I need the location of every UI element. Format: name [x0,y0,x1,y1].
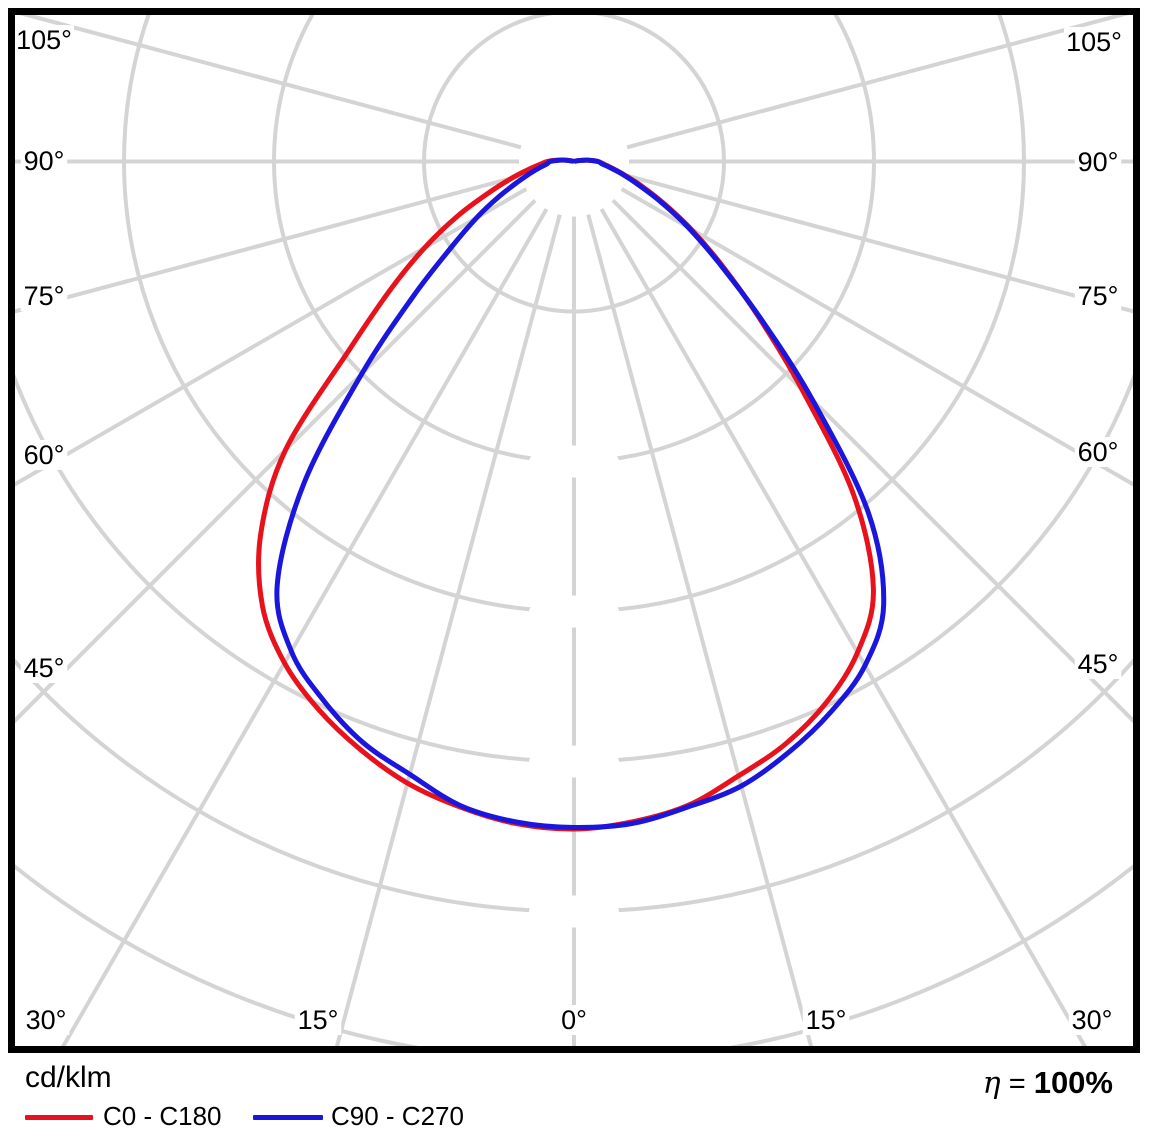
polar-plot: 105° 90° 75° 60° 45° 30° 15° 0° 15° 30° 45° 60° 75° 9… [8,8,1140,1053]
tick-label-mask [15,25,74,55]
tick-label-mask [1068,1005,1116,1035]
angle-tick-label: 45° [1078,649,1119,679]
legend-swatch-c0-c180 [25,1115,93,1120]
tick-label-mask [802,1005,850,1035]
tick-label-mask [20,281,68,311]
tick-label-mask [1064,27,1124,57]
legend-unit-label: cd/klm [25,1061,112,1094]
polar-grid: 105° 90° 75° 60° 45° 30° 15° 0° 15° 30° 45° 60° 75° 9… [15,15,1133,1046]
angle-tick-label: 60° [1078,437,1119,467]
tick-label-mask [557,1005,591,1035]
angle-tick-label: 15° [298,1005,339,1035]
grid-radial-line [19,15,522,150]
legend-swatch-c90-c270 [253,1115,323,1120]
angle-tick-label: 45° [24,653,65,683]
tick-label-mask [20,653,68,683]
grid-radial-line [15,173,522,314]
polar-chart-svg: 105° 90° 75° 60° 45° 30° 15° 0° 15° 30° 45° 60° 75° 9… [8,8,1140,1053]
legend-row: C0 - C180 C90 - C270 [0,1101,1164,1133]
grid-radial-line [626,173,1133,314]
eta-symbol: η [982,1066,1001,1101]
ring-label-mask [529,445,619,478]
grid-radial-line [599,208,1087,1046]
curve-c90-c270 [274,157,887,831]
angle-tick-label: 75° [1078,281,1119,311]
tick-label-mask [1074,649,1122,679]
grid-radial-line [586,214,814,1046]
tick-label-mask [20,146,68,176]
legend-label-c0-c180: C0 - C180 [103,1101,222,1131]
angle-tick-label: 105° [16,25,72,55]
legend: cd/klm C0 - C180 C90 - C270 η = 100% [0,1053,1164,1140]
eta-value: 100% [1033,1065,1113,1100]
angle-tick-label: 30° [1072,1005,1113,1035]
grid-radial-line [15,198,537,724]
grid-radial-line [334,214,562,1046]
tick-label-mask [1074,281,1122,311]
tick-label-mask [1074,437,1122,467]
ring-label-mask [529,745,619,778]
angle-tick-label: 30° [26,1005,67,1035]
grid-radial-line [620,187,1133,487]
tick-label-mask [20,440,68,470]
angle-tick-label: 90° [1078,147,1119,177]
ring-label-mask [529,895,619,928]
tick-label-mask [294,1005,342,1035]
angle-tick-label: 0° [561,1005,587,1035]
eta-equals: = [1008,1068,1026,1100]
angle-tick-label: 90° [24,146,65,176]
angle-tick-label: 60° [24,440,65,470]
angle-tick-label: 15° [806,1005,847,1035]
grid-radial-line [611,198,1133,724]
plot-frame [8,8,1140,1053]
grid-radial-line [626,15,1129,150]
tick-label-mask [1074,147,1122,177]
tick-label-mask [22,1005,70,1035]
grid-ring [15,373,1133,764]
angle-tick-label: 75° [24,281,65,311]
ring-label-mask [529,595,619,628]
grid-radial-line [61,208,549,1046]
grid-radial-line [15,187,528,487]
legend-label-c90-c270: C90 - C270 [331,1101,464,1131]
efficiency-label: η = 100% [983,1065,1113,1101]
angle-tick-label: 105° [1066,27,1122,57]
